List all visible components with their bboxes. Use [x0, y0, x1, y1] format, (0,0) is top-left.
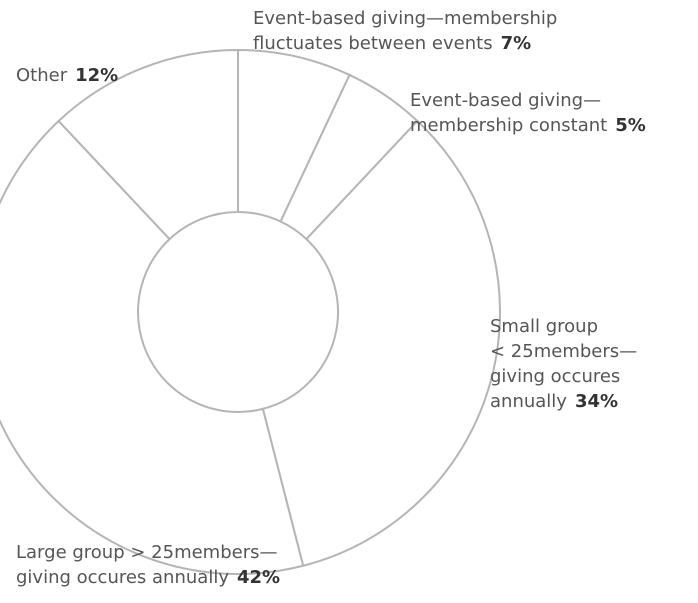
category-label: Event-based giving— membership constant — [410, 90, 608, 136]
value-label: 7% — [500, 33, 532, 54]
donut-slice — [261, 119, 501, 567]
value-label: 12% — [75, 65, 119, 86]
category-label: Small group < 25members— giving occures … — [490, 316, 638, 412]
category-label: Other — [16, 65, 68, 86]
category-label: Event-based giving—membership fluctuates… — [253, 8, 558, 54]
donut-slice — [0, 119, 305, 575]
value-label: 5% — [615, 115, 646, 136]
slice-label: Event-based giving— membership constant 5… — [410, 88, 646, 138]
value-label: 42% — [236, 567, 281, 588]
category-label: Large group > 25members— giving occures … — [16, 542, 278, 588]
slice-label: Small group < 25members— giving occures … — [490, 314, 637, 414]
slice-label: Large group > 25members— giving occures … — [16, 540, 280, 590]
slice-label: Other 12% — [16, 63, 118, 88]
slice-label: Event-based giving—membership fluctuates… — [253, 6, 557, 56]
donut-slice — [57, 48, 239, 241]
value-label: 34% — [574, 391, 619, 412]
